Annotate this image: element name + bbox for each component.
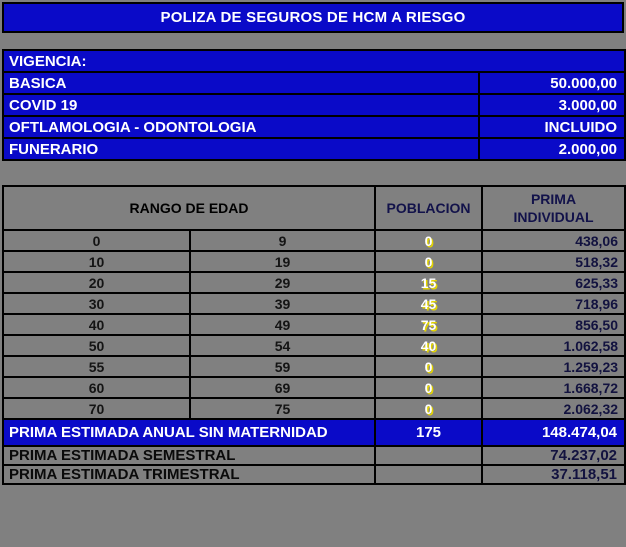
table-row: 55 59 0 1.259,23 (2, 355, 626, 378)
coverage-value: INCLUIDO (477, 115, 626, 139)
premium-cell: 856,50 (481, 313, 626, 336)
age-to-cell: 19 (188, 250, 377, 273)
table-row: 60 69 0 1.668,72 (2, 376, 626, 399)
premium-cell: 625,33 (481, 271, 626, 294)
age-from-cell: 70 (2, 397, 191, 420)
coverage-label: BASICA (2, 71, 480, 95)
population-cell: 0 (374, 355, 484, 378)
vigencia-header-cell: VIGENCIA: (1, 49, 626, 73)
table-row: 20 29 15 625,33 (2, 271, 626, 294)
age-to-cell: 75 (188, 397, 377, 420)
premium-header-line1: PRIMA (530, 190, 577, 207)
age-from-cell: 55 (2, 355, 191, 378)
population-cell: 0 (374, 376, 484, 399)
age-to-cell: 49 (188, 313, 377, 336)
age-to-cell: 59 (188, 355, 377, 378)
population-cell: 40 (374, 334, 484, 357)
premium-table: RANGO DE EDAD POBLACION PRIMA INDIVIDUAL… (1, 185, 626, 485)
age-to-cell: 69 (188, 376, 377, 399)
coverage-label: FUNERARIO (2, 137, 480, 161)
age-to-cell: 54 (188, 334, 377, 357)
trimestral-value: 37.118,51 (481, 464, 626, 485)
population-cell: 45 (374, 292, 484, 315)
vigencia-row: COVID 19 3.000,00 (2, 93, 626, 117)
table-row: 30 39 45 718,96 (2, 292, 626, 315)
trimestral-label: PRIMA ESTIMADA TRIMESTRAL (1, 464, 377, 485)
population-header: POBLACION (374, 185, 484, 231)
premium-cell: 1.062,58 (481, 334, 626, 357)
population-cell: 0 (374, 250, 484, 273)
premium-cell: 2.062,32 (481, 397, 626, 420)
population-cell: 0 (374, 229, 484, 252)
table-row: 0 9 0 438,06 (2, 229, 626, 252)
age-from-cell: 0 (2, 229, 191, 252)
annual-total-label: PRIMA ESTIMADA ANUAL SIN MATERNIDAD (1, 418, 377, 447)
trimestral-row: PRIMA ESTIMADA TRIMESTRAL 37.118,51 (1, 464, 626, 485)
total-population-cell: 175 (374, 418, 484, 447)
age-from-cell: 40 (2, 313, 191, 336)
premium-header: PRIMA INDIVIDUAL (481, 185, 626, 231)
premium-table-header-row: RANGO DE EDAD POBLACION PRIMA INDIVIDUAL (1, 185, 626, 231)
age-to-cell: 39 (188, 292, 377, 315)
population-cell: 75 (374, 313, 484, 336)
premium-cell: 1.668,72 (481, 376, 626, 399)
annual-total-value: 148.474,04 (481, 418, 626, 447)
premium-cell: 718,96 (481, 292, 626, 315)
vigencia-header-row: VIGENCIA: (1, 49, 626, 73)
premium-cell: 438,06 (481, 229, 626, 252)
age-from-cell: 30 (2, 292, 191, 315)
coverage-value: 2.000,00 (477, 137, 626, 161)
age-from-cell: 10 (2, 250, 191, 273)
vigencia-table: VIGENCIA: BASICA 50.000,00 COVID 19 3.00… (1, 49, 626, 161)
population-cell: 15 (374, 271, 484, 294)
vigencia-row: FUNERARIO 2.000,00 (2, 137, 626, 161)
table-row: 10 19 0 518,32 (2, 250, 626, 273)
coverage-value: 50.000,00 (477, 71, 626, 95)
coverage-value: 3.000,00 (477, 93, 626, 117)
spreadsheet-area: POLIZA DE SEGUROS DE HCM A RIESGO VIGENC… (1, 2, 626, 485)
annual-total-row: PRIMA ESTIMADA ANUAL SIN MATERNIDAD 175 … (1, 418, 626, 447)
semestral-label: PRIMA ESTIMADA SEMESTRAL (1, 445, 377, 466)
coverage-label: COVID 19 (2, 93, 480, 117)
semestral-row: PRIMA ESTIMADA SEMESTRAL 74.237,02 (1, 445, 626, 466)
age-from-cell: 60 (2, 376, 191, 399)
age-to-cell: 29 (188, 271, 377, 294)
age-from-cell: 50 (2, 334, 191, 357)
age-from-cell: 20 (2, 271, 191, 294)
policy-title: POLIZA DE SEGUROS DE HCM A RIESGO (2, 2, 624, 33)
table-row: 70 75 0 2.062,32 (2, 397, 626, 420)
table-row: 50 54 40 1.062,58 (2, 334, 626, 357)
semestral-empty-cell (374, 445, 484, 466)
coverage-label: OFTLAMOLOGIA - ODONTOLOGIA (2, 115, 480, 139)
trimestral-empty-cell (374, 464, 484, 485)
premium-cell: 1.259,23 (481, 355, 626, 378)
semestral-value: 74.237,02 (481, 445, 626, 466)
premium-header-line2: INDIVIDUAL (513, 209, 594, 225)
age-range-header: RANGO DE EDAD (1, 185, 377, 231)
age-to-cell: 9 (188, 229, 377, 252)
vigencia-row: OFTLAMOLOGIA - ODONTOLOGIA INCLUIDO (2, 115, 626, 139)
vigencia-row: BASICA 50.000,00 (2, 71, 626, 95)
premium-cell: 518,32 (481, 250, 626, 273)
population-cell: 0 (374, 397, 484, 420)
table-row: 40 49 75 856,50 (2, 313, 626, 336)
